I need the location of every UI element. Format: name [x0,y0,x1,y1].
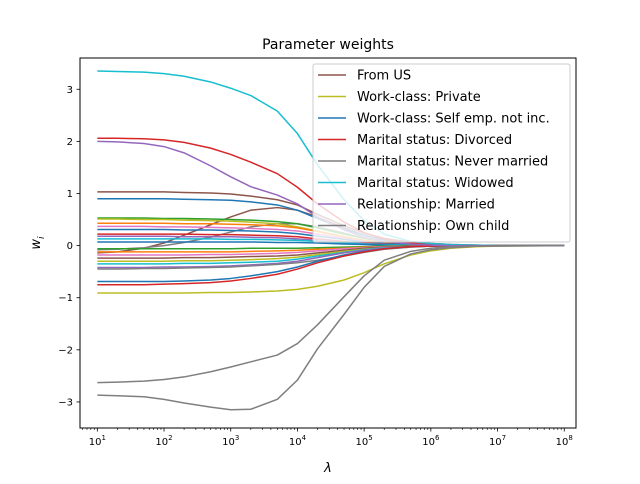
axes-frame [79,57,577,429]
legend-label: Marital status: Never married [357,155,548,170]
y-tick-label: −2 [58,345,73,356]
x-tick-label: 101 [89,434,106,448]
chart-title: Parameter weights [262,37,394,53]
x-tick-label-base: 10 [155,437,168,448]
x-tick-label-exponent: 3 [235,434,239,442]
x-tick-label-exponent: 7 [502,434,506,442]
x-tick-label: 104 [289,434,307,448]
x-tick-label-exponent: 4 [302,434,307,442]
x-tick-label-base: 10 [89,437,102,448]
series-line-7 [97,140,565,247]
legend-label: Marital status: Widowed [357,176,514,191]
legend-label: Work-class: Private [357,90,481,105]
y-axis-label: wi [29,236,47,250]
y-axis-label-subscript: i [37,236,47,239]
x-tick-label: 106 [422,434,440,448]
x-tick-label-base: 10 [222,437,235,448]
x-tick-label-exponent: 5 [368,434,372,442]
legend-label: From US [357,69,411,84]
x-tick-label-base: 10 [556,437,569,448]
x-tick-label-base: 10 [489,437,502,448]
x-tick-label-base: 10 [356,437,369,448]
y-tick-label: 1 [67,189,73,200]
y-axis-ticks: −3 −2 −1 0 1 2 3 [58,85,80,408]
x-tick-label: 103 [222,434,239,448]
series-lines [97,70,565,411]
y-tick-label: 2 [67,137,73,148]
x-tick-label-exponent: 2 [168,434,172,442]
legend-label: Relationship: Married [357,198,495,213]
x-tick-label: 102 [155,434,172,448]
legend-label: Work-class: Self emp. not inc. [357,112,550,127]
x-axis-label: λ [323,461,332,476]
x-tick-label-base: 10 [422,437,435,448]
y-tick-label: −3 [58,397,73,408]
x-tick-label: 108 [556,434,573,448]
x-tick-label: 105 [356,434,373,448]
x-tick-label-base: 10 [289,437,302,448]
x-tick-label-exponent: 8 [568,434,572,442]
y-tick-label: 3 [67,85,73,96]
y-tick-label: −1 [58,293,73,304]
y-tick-label: 0 [67,241,73,252]
x-tick-label-exponent: 6 [435,434,440,442]
series-line-8 [97,244,565,384]
legend-label: Marital status: Divorced [357,133,512,148]
legend-box [312,63,571,243]
x-tick-label-exponent: 1 [101,434,105,442]
y-axis-label-main: w [29,239,44,250]
legend: From US Work-class: Private Work-class: Se… [312,63,571,243]
series-line-6 [97,70,565,247]
series-line-5 [97,244,565,411]
x-axis-ticks: 101 102 103 104 105 106 107 108 [82,428,573,448]
x-tick-label: 107 [489,434,506,448]
legend-label: Relationship: Own child [357,219,509,234]
